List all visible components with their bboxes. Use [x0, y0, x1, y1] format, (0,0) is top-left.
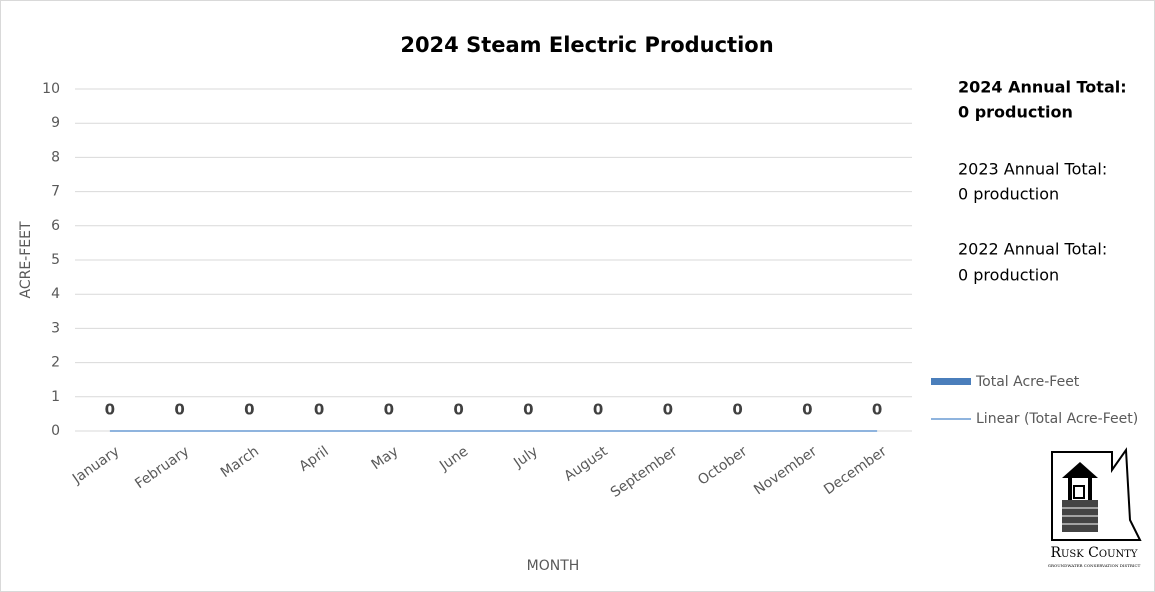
legend-swatch — [931, 378, 971, 385]
annotation: 0 production — [958, 103, 1073, 122]
data-label: 0 — [593, 401, 603, 419]
y-tick-label: 5 — [51, 252, 60, 268]
y-tick-label: 6 — [51, 218, 60, 234]
data-label: 0 — [314, 401, 324, 419]
annotation: 2024 Annual Total: — [958, 78, 1127, 97]
data-label: 0 — [174, 401, 184, 419]
y-tick-label: 0 — [51, 423, 60, 439]
data-label: 0 — [732, 401, 742, 419]
data-label: 0 — [453, 401, 463, 419]
y-tick-label: 1 — [51, 389, 60, 405]
y-tick-label: 4 — [51, 286, 60, 302]
data-label: 0 — [244, 401, 254, 419]
annotation: 0 production — [958, 185, 1059, 204]
y-tick-label: 7 — [51, 184, 60, 200]
annotation: 2023 Annual Total: — [958, 160, 1107, 179]
logo-subtitle: GROUNDWATER CONSERVATION DISTRICT — [1048, 563, 1141, 568]
data-label: 0 — [802, 401, 812, 419]
x-axis-label: MONTH — [527, 558, 580, 574]
legend-label: Linear (Total Acre-Feet) — [976, 411, 1138, 427]
chart-title: 2024 Steam Electric Production — [400, 33, 773, 57]
data-label: 0 — [384, 401, 394, 419]
data-label: 0 — [872, 401, 882, 419]
logo-name: Rusk County — [1050, 545, 1137, 561]
y-tick-label: 9 — [51, 115, 60, 131]
data-label: 0 — [105, 401, 115, 419]
annotation: 2022 Annual Total: — [958, 240, 1107, 259]
y-tick-label: 10 — [42, 81, 60, 97]
data-label: 0 — [523, 401, 533, 419]
legend-label: Total Acre-Feet — [975, 374, 1080, 390]
y-tick-label: 3 — [51, 320, 60, 336]
y-tick-label: 8 — [51, 149, 60, 165]
y-axis-label: ACRE-FEET — [18, 221, 34, 298]
data-label: 0 — [663, 401, 673, 419]
logo: Rusk County GROUNDWATER CONSERVATION DIS… — [1048, 447, 1142, 568]
y-tick-label: 2 — [51, 355, 60, 371]
annotation: 0 production — [958, 266, 1059, 285]
